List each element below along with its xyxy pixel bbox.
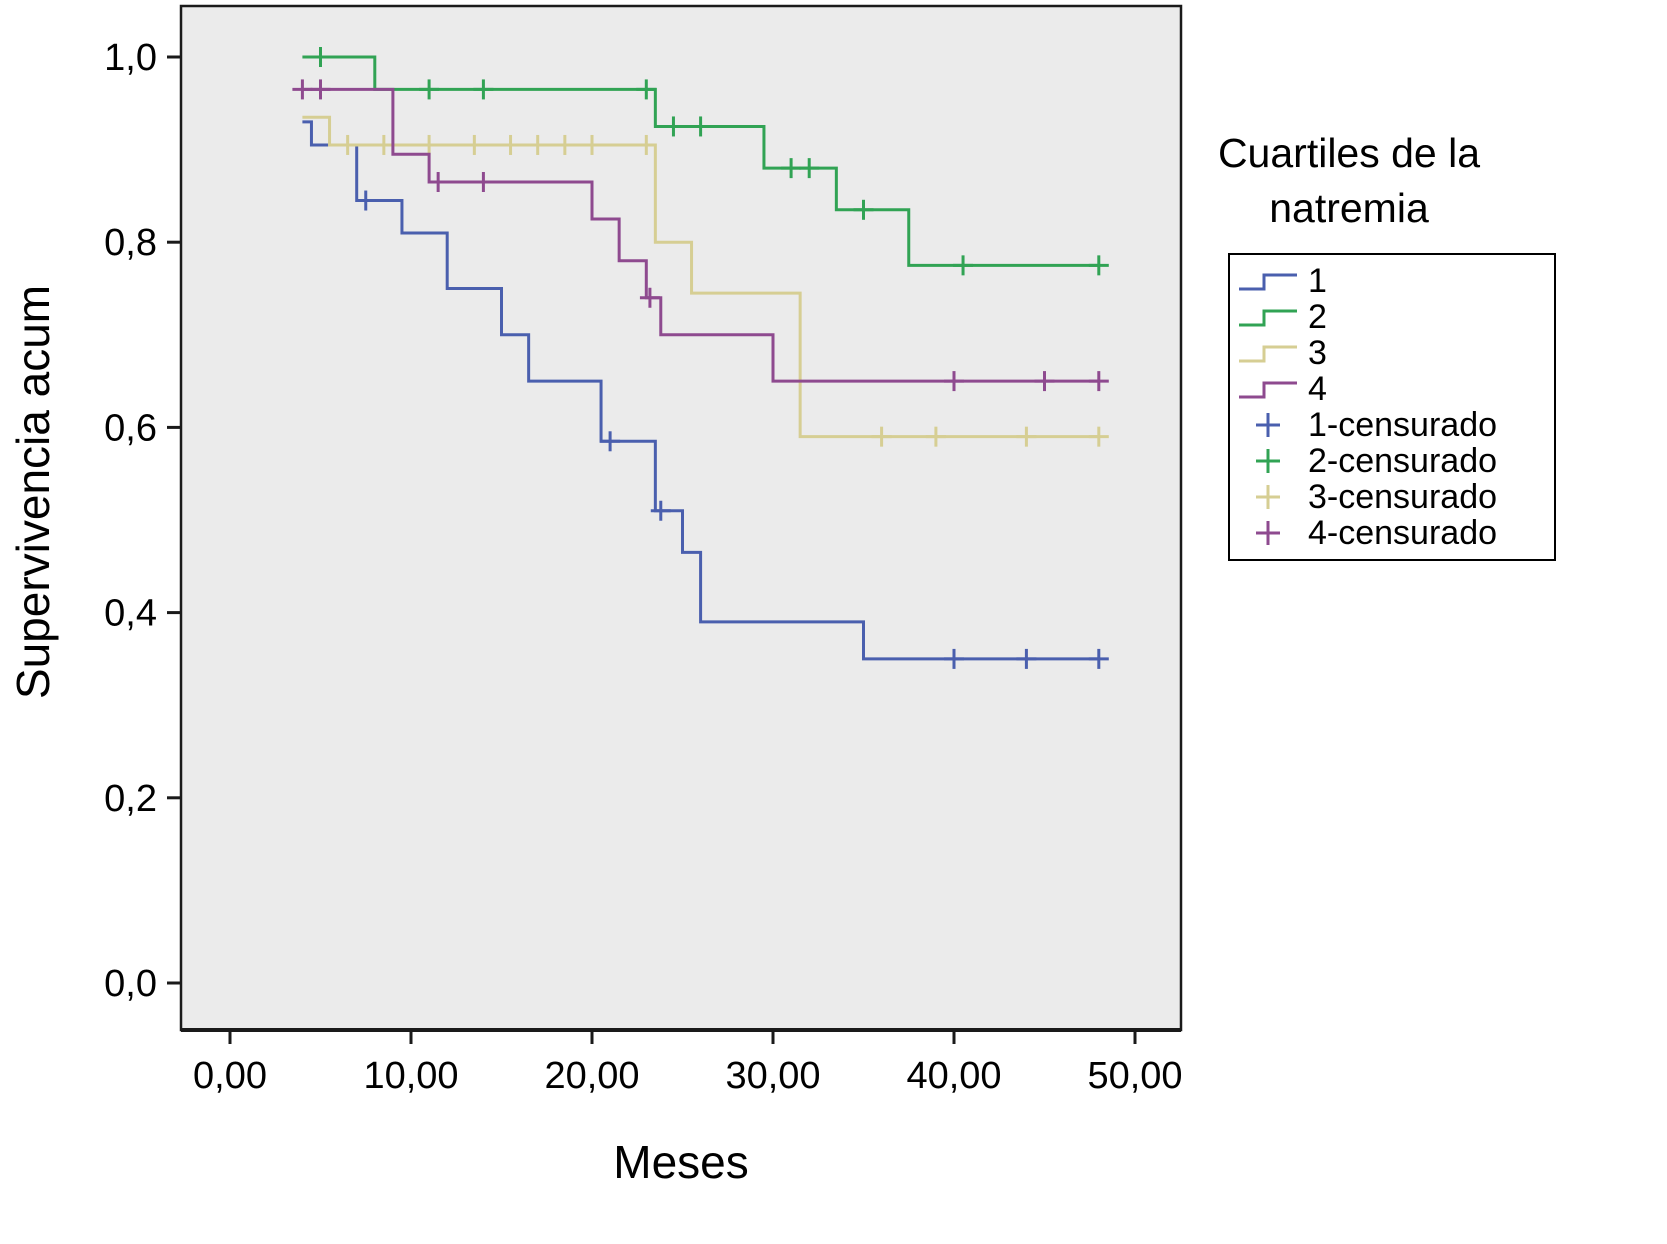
legend-item-label: 1-censurado [1308, 405, 1498, 444]
x-tick-label: 30,00 [725, 1055, 820, 1097]
legend-item-label: 4-censurado [1308, 513, 1498, 552]
legend-item-label: 4 [1308, 369, 1327, 408]
legend-item-label: 3-censurado [1308, 477, 1498, 516]
line-swatch-icon [1239, 309, 1297, 327]
legend-item-2-censurado: 2-censurado [1236, 441, 1548, 480]
series-group-3 [302, 115, 1109, 447]
legend-item-label: 2 [1308, 297, 1327, 336]
legend-item-1: 1 [1236, 261, 1548, 300]
y-tick-label: 1,0 [104, 37, 157, 79]
legend-item-label: 2-censurado [1308, 441, 1498, 480]
plus-marker-icon [1256, 521, 1280, 545]
line-swatch-icon [1239, 273, 1297, 291]
x-tick-label: 50,00 [1087, 1055, 1182, 1097]
x-tick-label: 20,00 [544, 1055, 639, 1097]
y-tick-label: 0,8 [104, 222, 157, 264]
legend-item-2: 2 [1236, 297, 1548, 336]
legend-item-3-censurado: 3-censurado [1236, 477, 1548, 516]
plus-marker-icon [1256, 449, 1280, 473]
y-axis-title: Supervivencia acum [7, 284, 59, 700]
y-tick-label: 0,0 [104, 963, 157, 1005]
y-tick-label: 0,6 [104, 407, 157, 449]
plus-marker-icon [1256, 413, 1280, 437]
legend-item-label: 3 [1308, 333, 1327, 372]
legend-item-3: 3 [1236, 333, 1548, 372]
y-tick-label: 0,2 [104, 778, 157, 820]
series-group-2 [302, 47, 1109, 276]
survival-curve-2 [302, 55, 1099, 267]
survival-curve-3 [302, 115, 1099, 439]
x-tick-label: 0,00 [193, 1055, 267, 1097]
x-tick-label: 40,00 [906, 1055, 1001, 1097]
series-group-4 [292, 79, 1109, 392]
legend-title: Cuartiles de la natremia [1217, 130, 1481, 232]
legend-item-4-censurado: 4-censurado [1236, 513, 1548, 552]
x-axis-title: Meses [613, 1136, 749, 1188]
y-tick-label: 0,4 [104, 593, 157, 635]
legend-item-4: 4 [1236, 369, 1548, 408]
series-group-1 [302, 120, 1109, 669]
x-tick-label: 10,00 [363, 1055, 458, 1097]
legend-box: 1 2 3 4 1-censurado 2-censurado 3-censurado 4-c… [1228, 253, 1556, 561]
legend-item-1-censurado: 1-censurado [1236, 405, 1548, 444]
legend-item-label: 1 [1308, 261, 1327, 300]
survival-curve-1 [302, 120, 1099, 661]
line-swatch-icon [1239, 345, 1297, 363]
plus-marker-icon [1256, 485, 1280, 509]
survival-curve-4 [302, 87, 1099, 383]
line-swatch-icon [1239, 381, 1297, 399]
